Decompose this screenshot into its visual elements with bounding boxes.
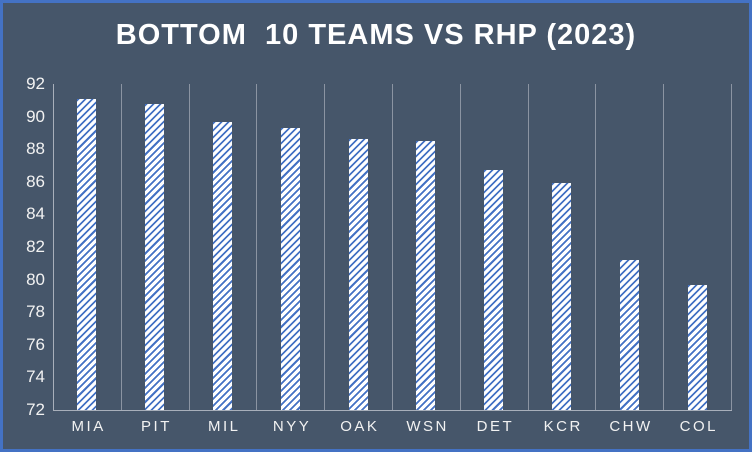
bar-oak (348, 139, 368, 410)
chart-title: BOTTOM 10 TEAMS VS RHP (2023) (115, 19, 637, 51)
x-axis-label: NYY (272, 418, 312, 435)
y-axis: 92 90 88 86 84 82 80 78 76 74 72 (3, 74, 45, 419)
category-column: NYY (257, 84, 326, 435)
y-tick-label: 88 (26, 139, 45, 159)
bar-mil (212, 121, 232, 410)
category-column: OAK (325, 84, 393, 435)
bar-det (484, 170, 504, 410)
y-tick-label: 74 (26, 367, 45, 387)
y-tick-label: 92 (26, 74, 45, 93)
y-tick-label: 84 (26, 204, 45, 224)
category-column: CHW (596, 84, 665, 435)
x-axis-label: MIL (207, 418, 241, 435)
bar-mia (77, 98, 97, 410)
category-column: MIL (190, 84, 258, 435)
plot-columns: MIA PIT MIL NYY OAK WSN DET KCR CHW COL (54, 84, 732, 435)
category-column: WSN (393, 84, 461, 435)
y-tick-label: 86 (26, 171, 45, 191)
bar-pit (145, 103, 165, 410)
bar-chw (619, 260, 639, 410)
category-column: COL (664, 84, 732, 435)
x-axis-label: DET (476, 418, 515, 435)
x-axis-label: OAK (340, 418, 380, 435)
y-tick-label: 82 (26, 237, 45, 256)
category-column: DET (461, 84, 529, 435)
x-axis-label: PIT (141, 418, 172, 435)
bar-wsn (416, 141, 436, 410)
category-column: MIA (54, 84, 122, 435)
x-axis-label: WSN (406, 418, 449, 435)
y-tick-label: 76 (26, 334, 45, 354)
bar-col (687, 284, 707, 410)
x-axis-label: CHW (609, 418, 653, 435)
category-column: KCR (529, 84, 597, 435)
y-tick-label: 78 (26, 302, 45, 322)
x-axis-label: MIA (71, 418, 106, 435)
y-tick-label: 72 (26, 400, 45, 419)
plot-area: MIA PIT MIL NYY OAK WSN DET KCR CHW COL (53, 84, 732, 435)
x-axis-label: COL (679, 418, 718, 435)
x-axis-label: KCR (543, 418, 583, 435)
y-tick-label: 80 (26, 269, 45, 289)
bar-nyy (280, 128, 300, 410)
category-column: PIT (122, 84, 190, 435)
y-tick-label: 90 (26, 106, 45, 126)
bar-kcr (551, 183, 571, 410)
